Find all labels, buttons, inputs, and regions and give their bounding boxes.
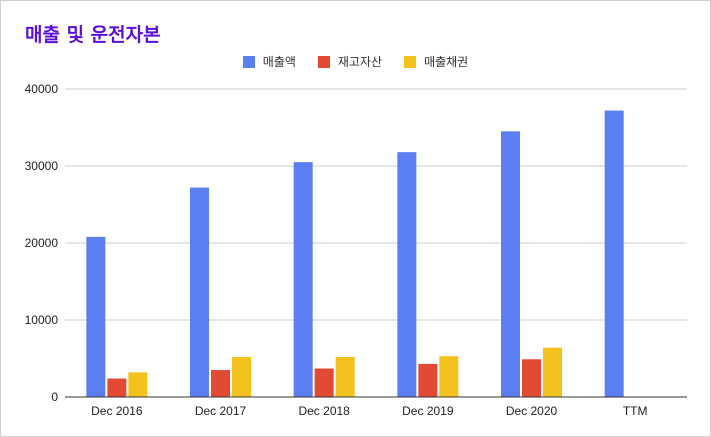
legend-swatch-inventory (317, 55, 330, 68)
x-tick-label: Dec 2018 (298, 404, 350, 418)
y-tick-label: 0 (51, 390, 58, 404)
bar-inventory (418, 363, 438, 397)
bar-inventory (522, 359, 541, 397)
bar-receivables (335, 356, 355, 397)
x-tick-label: Dec 2020 (506, 404, 558, 418)
bar-receivables (128, 372, 148, 397)
chart-title: 매출 및 운전자본 (25, 24, 161, 46)
bar-receivables (232, 356, 251, 397)
bar-sales (397, 152, 417, 397)
y-tick-label: 20000 (25, 236, 59, 250)
bar-inventory (211, 370, 230, 397)
bar-sales (501, 131, 520, 397)
legend-swatch-sales (242, 55, 255, 68)
y-tick-label: 40000 (25, 82, 59, 96)
chart-legend: 매출액 재고자산 매출채권 (1, 53, 710, 70)
bar-sales (293, 162, 313, 397)
bar-inventory (107, 378, 127, 397)
x-tick-label: Dec 2016 (91, 404, 143, 418)
x-tick-label: TTM (623, 404, 648, 418)
legend-item-inventory: 재고자산 (317, 53, 383, 70)
legend-label-receivables: 매출채권 (424, 55, 469, 69)
bar-inventory (314, 368, 334, 397)
legend-label-sales: 매출액 (262, 55, 296, 69)
bar-sales (604, 110, 624, 397)
x-tick-label: Dec 2017 (195, 404, 247, 418)
bar-receivables (439, 356, 459, 397)
legend-item-sales: 매출액 (242, 53, 296, 70)
y-tick-label: 10000 (25, 313, 59, 327)
bar-receivables (543, 347, 562, 397)
bar-sales (86, 236, 106, 397)
legend-item-receivables: 매출채권 (404, 53, 468, 70)
legend-swatch-receivables (404, 55, 417, 68)
y-tick-label: 30000 (25, 159, 59, 173)
bar-sales (190, 187, 209, 397)
x-tick-label: Dec 2019 (402, 404, 454, 418)
legend-label-inventory: 재고자산 (337, 55, 383, 69)
